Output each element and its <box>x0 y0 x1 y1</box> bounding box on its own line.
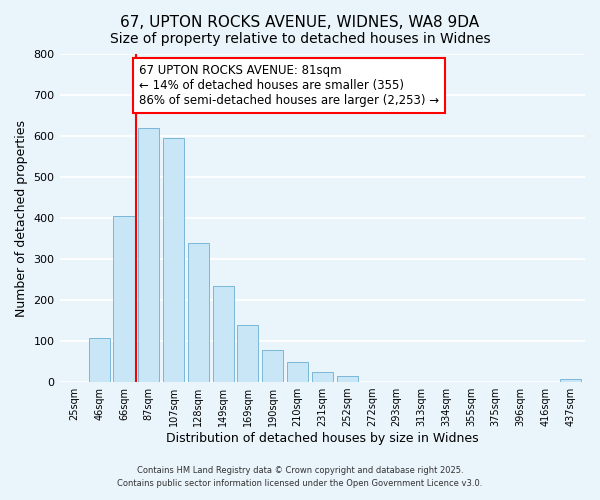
Bar <box>337 376 358 382</box>
Text: Contains HM Land Registry data © Crown copyright and database right 2025.
Contai: Contains HM Land Registry data © Crown c… <box>118 466 482 487</box>
Bar <box>89 338 110 382</box>
Bar <box>287 362 308 382</box>
X-axis label: Distribution of detached houses by size in Widnes: Distribution of detached houses by size … <box>166 432 479 445</box>
Bar <box>138 128 160 382</box>
Bar <box>560 379 581 382</box>
Bar <box>188 244 209 382</box>
Y-axis label: Number of detached properties: Number of detached properties <box>15 120 28 316</box>
Bar <box>163 138 184 382</box>
Text: Size of property relative to detached houses in Widnes: Size of property relative to detached ho… <box>110 32 490 46</box>
Bar <box>212 286 233 382</box>
Bar <box>238 326 259 382</box>
Bar <box>312 372 333 382</box>
Text: 67, UPTON ROCKS AVENUE, WIDNES, WA8 9DA: 67, UPTON ROCKS AVENUE, WIDNES, WA8 9DA <box>121 15 479 30</box>
Bar <box>113 216 134 382</box>
Text: 67 UPTON ROCKS AVENUE: 81sqm
← 14% of detached houses are smaller (355)
86% of s: 67 UPTON ROCKS AVENUE: 81sqm ← 14% of de… <box>139 64 439 108</box>
Bar <box>262 350 283 382</box>
